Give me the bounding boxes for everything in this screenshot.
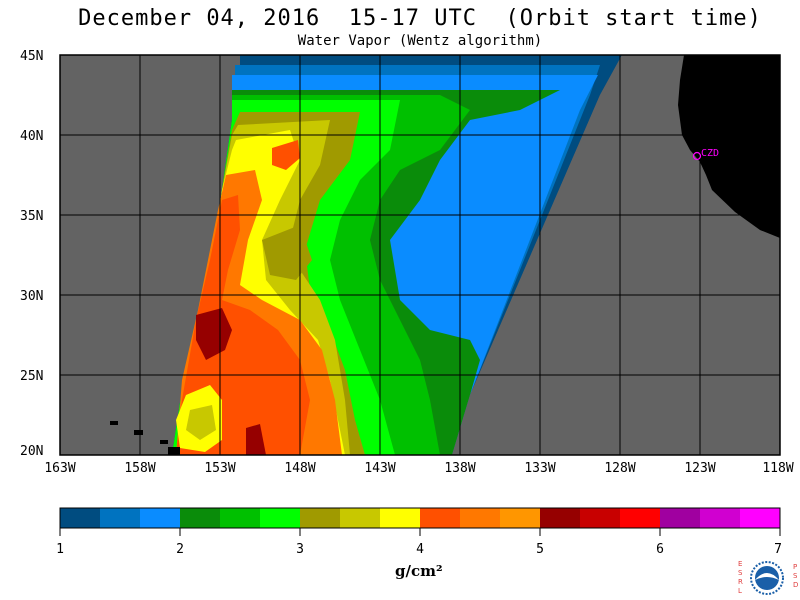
- colorbar-cell: [380, 508, 421, 528]
- colorbar-label-6: 6: [656, 542, 664, 557]
- map-grid: [60, 55, 780, 455]
- colorbar-units: g/cm²: [395, 562, 443, 580]
- svg-text:L: L: [738, 587, 742, 595]
- svg-text:S: S: [793, 572, 798, 580]
- colorbar-cell: [500, 508, 541, 528]
- lon-label-148w: 148W: [284, 461, 315, 476]
- lon-label-153w: 153W: [204, 461, 235, 476]
- latitude-labels: 45N 40N 35N 30N 25N 20N: [20, 49, 43, 459]
- colorbar-cell: [420, 508, 461, 528]
- lon-label-138w: 138W: [444, 461, 475, 476]
- noaa-bird-icon: [755, 573, 779, 580]
- colorbar-cell: [740, 508, 781, 528]
- colorbar-label-1: 1: [56, 542, 64, 557]
- swath-light-orange: [272, 140, 300, 170]
- svg-text:P: P: [793, 563, 797, 571]
- svg-text:D: D: [793, 581, 798, 589]
- colorbar-label-4: 4: [416, 542, 424, 557]
- map-title: December 04, 2016 15-17 UTC (Orbit start…: [78, 6, 762, 31]
- lat-label-45n: 45N: [20, 49, 43, 64]
- colorbar-cell: [660, 508, 701, 528]
- colorbar-cell: [100, 508, 141, 528]
- svg-text:E: E: [738, 560, 742, 568]
- colorbar-label-7: 7: [774, 542, 782, 557]
- north-america-land: [678, 55, 780, 238]
- lat-label-35n: 35N: [20, 209, 43, 224]
- lat-label-20n: 20N: [20, 444, 43, 459]
- colorbar-cell: [260, 508, 301, 528]
- lat-label-25n: 25N: [20, 369, 43, 384]
- colorbar-cell: [460, 508, 501, 528]
- noaa-seal-inner-icon: [755, 566, 779, 590]
- colorbar-cell: [340, 508, 381, 528]
- colorbar-label-2: 2: [176, 542, 184, 557]
- colorbar-ticks: [59, 528, 781, 536]
- colorbar-cell: [140, 508, 181, 528]
- colorbar-cell: [220, 508, 261, 528]
- lon-label-118w: 118W: [762, 461, 793, 476]
- svg-text:R: R: [738, 578, 743, 586]
- lon-label-133w: 133W: [524, 461, 555, 476]
- longitude-labels: 163W 158W 153W 148W 143W 138W 133W 128W …: [44, 461, 793, 476]
- lon-label-143w: 143W: [364, 461, 395, 476]
- colorbar-cell: [180, 508, 221, 528]
- colorbar-cell: [700, 508, 741, 528]
- swath-dark-red-north: [196, 308, 232, 360]
- lon-label-163w: 163W: [44, 461, 75, 476]
- lat-label-30n: 30N: [20, 289, 43, 304]
- colorbar-tick-labels: 1 2 3 4 5 6 7: [56, 542, 782, 557]
- colorbar-label-5: 5: [536, 542, 544, 557]
- colorbar-cell: [580, 508, 621, 528]
- map-subtitle: Water Vapor (Wentz algorithm): [297, 33, 543, 49]
- colorbar-cell: [60, 508, 101, 528]
- svg-text:S: S: [738, 569, 743, 577]
- colorbar-cell: [540, 508, 581, 528]
- lat-label-40n: 40N: [20, 129, 43, 144]
- lon-label-123w: 123W: [684, 461, 715, 476]
- psd-letters: P S D: [793, 563, 798, 589]
- hawaiian-islands: [110, 421, 180, 455]
- colorbar-cell: [300, 508, 341, 528]
- station-marker: [692, 151, 702, 161]
- map-frame: [59, 54, 781, 456]
- satellite-swath: [172, 55, 622, 455]
- colorbar: [60, 508, 781, 528]
- esrl-letters: E S R L: [738, 560, 743, 595]
- swath-dark-red-south: [246, 424, 266, 455]
- colorbar-label-3: 3: [296, 542, 304, 557]
- swath-southern-olive: [186, 405, 216, 440]
- lon-label-128w: 128W: [604, 461, 635, 476]
- station-label: CZD: [701, 148, 719, 159]
- lon-label-158w: 158W: [124, 461, 155, 476]
- noaa-logo: E S R L P S D: [738, 560, 798, 595]
- colorbar-cell: [620, 508, 661, 528]
